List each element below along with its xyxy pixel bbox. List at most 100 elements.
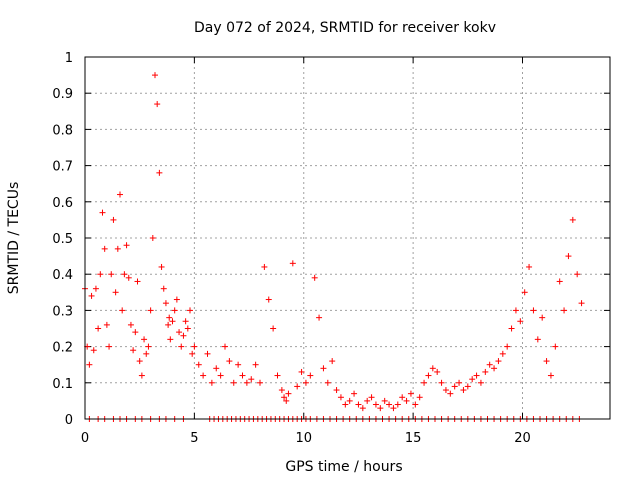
data-point xyxy=(517,318,524,325)
data-point xyxy=(180,332,187,339)
data-point xyxy=(110,216,117,223)
y-tick-label: 0.8 xyxy=(52,123,73,138)
data-point xyxy=(178,343,185,350)
data-point xyxy=(261,263,268,270)
data-point xyxy=(320,365,327,372)
data-point xyxy=(103,321,110,328)
y-tick-label: 0.6 xyxy=(52,196,73,211)
data-point xyxy=(281,394,288,401)
data-point xyxy=(108,271,115,278)
data-point xyxy=(368,394,375,401)
data-point xyxy=(278,387,285,394)
data-point xyxy=(486,361,493,368)
data-point xyxy=(512,307,519,314)
grid-lines xyxy=(85,57,610,419)
data-point xyxy=(222,343,228,350)
x-axis-label: GPS time / hours xyxy=(285,459,402,475)
data-point xyxy=(333,387,340,394)
data-point xyxy=(167,336,174,343)
data-point xyxy=(265,296,272,303)
data-point xyxy=(386,401,393,408)
data-point xyxy=(530,307,537,314)
data-point xyxy=(200,372,207,379)
data-point xyxy=(121,271,128,278)
data-point xyxy=(556,278,563,285)
data-point xyxy=(482,368,489,375)
data-point xyxy=(132,329,139,336)
data-point xyxy=(156,169,163,176)
data-point xyxy=(342,401,349,408)
data-point xyxy=(381,397,388,404)
data-point xyxy=(578,300,585,307)
data-point xyxy=(149,235,156,241)
data-point xyxy=(434,368,441,375)
data-point xyxy=(569,216,576,223)
data-point xyxy=(416,394,423,401)
data-point xyxy=(166,314,173,321)
data-point xyxy=(145,343,152,350)
data-point xyxy=(154,101,161,108)
data-point xyxy=(574,271,581,278)
data-point xyxy=(182,318,189,325)
data-point xyxy=(547,372,554,379)
data-point xyxy=(561,307,568,314)
data-point xyxy=(173,296,180,303)
data-point xyxy=(90,347,97,354)
y-tick-label: 0.2 xyxy=(52,341,73,356)
data-point xyxy=(355,401,362,408)
data-point xyxy=(141,336,148,343)
data-point xyxy=(119,307,126,314)
data-point xyxy=(477,379,484,386)
data-point xyxy=(359,405,366,412)
data-point xyxy=(311,274,318,281)
axis-ticks: 00.10.20.30.40.50.60.70.80.910 5 10 15 20 xyxy=(52,51,610,446)
data-point xyxy=(176,329,183,336)
data-point xyxy=(324,379,331,386)
data-point xyxy=(337,394,344,401)
data-point xyxy=(127,321,134,328)
data-point xyxy=(302,379,309,386)
y-tick-label: 0 xyxy=(65,413,73,428)
data-point xyxy=(407,390,414,397)
data-point xyxy=(160,285,167,292)
data-point xyxy=(165,321,172,328)
x-tick-label: 10 xyxy=(295,431,312,446)
data-point xyxy=(189,350,196,357)
data-point xyxy=(451,383,458,390)
data-point xyxy=(399,394,406,401)
data-point xyxy=(114,245,121,252)
data-point xyxy=(208,379,215,386)
data-point xyxy=(99,209,106,216)
data-point xyxy=(169,318,176,325)
plot-frame xyxy=(84,56,611,420)
data-point xyxy=(162,300,169,307)
x-tick-label: 15 xyxy=(405,431,422,446)
data-point xyxy=(257,379,263,386)
x-tick-label: 20 xyxy=(514,431,531,446)
data-point xyxy=(97,271,104,278)
data-point xyxy=(372,401,379,408)
data-point xyxy=(136,358,143,365)
data-point xyxy=(316,314,323,321)
data-point xyxy=(195,361,202,368)
data-point xyxy=(274,372,281,379)
data-point xyxy=(412,401,419,408)
data-point xyxy=(508,325,515,332)
data-point xyxy=(184,325,191,332)
data-point xyxy=(491,365,498,372)
data-point xyxy=(112,289,119,296)
data-point xyxy=(390,405,397,412)
y-tick-label: 0.4 xyxy=(52,268,73,283)
data-point xyxy=(86,361,93,368)
y-tick-label: 0.5 xyxy=(52,232,73,247)
data-point xyxy=(283,397,290,404)
data-point xyxy=(239,372,246,379)
data-point xyxy=(456,379,463,386)
data-point xyxy=(106,343,113,350)
x-tick-label: 0 xyxy=(81,431,89,446)
data-point xyxy=(171,307,178,314)
data-point xyxy=(429,365,436,372)
y-axis-label: SRMTID / TECUs xyxy=(6,182,22,295)
data-point xyxy=(252,361,259,368)
